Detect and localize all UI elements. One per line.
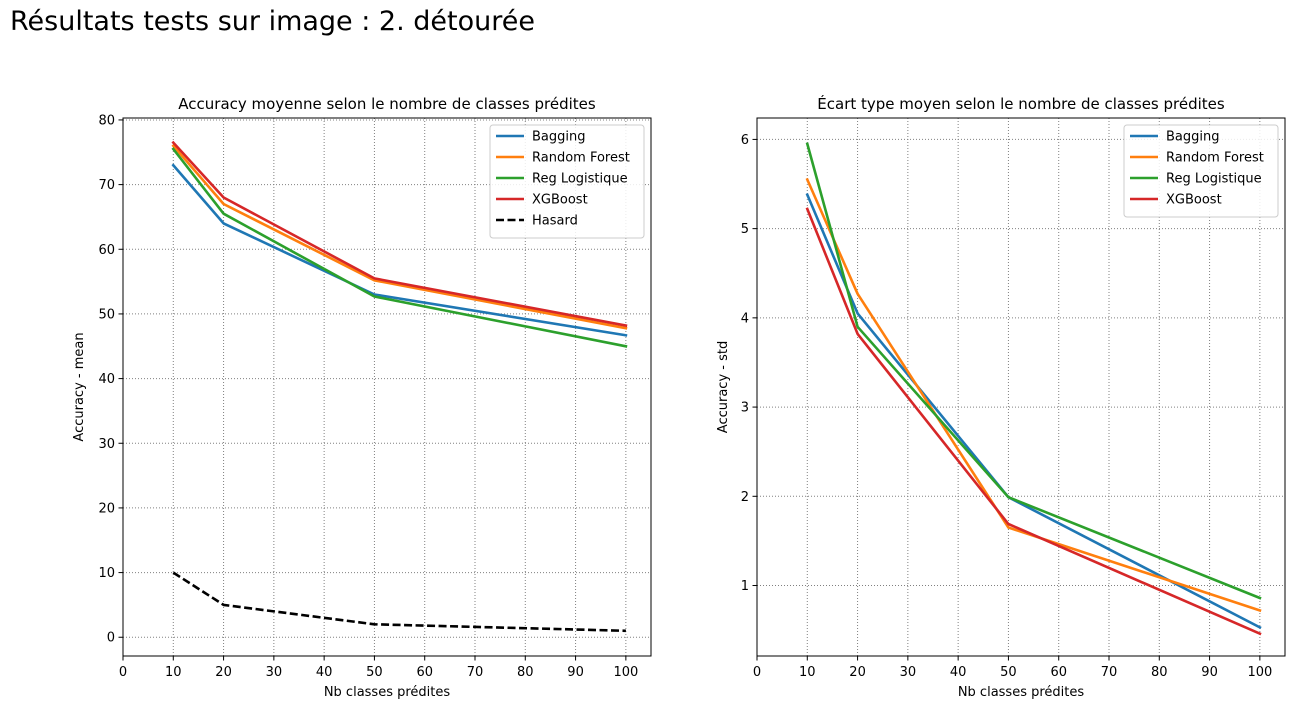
- y-axis-label: Accuracy - std: [716, 341, 731, 433]
- plot-frame: [122, 117, 652, 657]
- x-tick-label: 20: [849, 665, 866, 680]
- plot-frame: [756, 117, 1286, 657]
- x-tick-label: 70: [1101, 665, 1118, 680]
- series-line-xgboost: [805, 207, 1262, 636]
- x-tick-label: 30: [266, 665, 283, 680]
- x-tick-label: 80: [517, 665, 534, 680]
- legend-frame: [489, 124, 645, 239]
- x-tick-label: 60: [416, 665, 433, 680]
- series-line-reg-logistique: [171, 147, 628, 348]
- figure-title: Résultats tests sur image : 2. détourée: [10, 6, 535, 37]
- chart-accuracy-mean: Accuracy moyenne selon le nombre de clas…: [72, 95, 652, 700]
- legend-label-reg-logistique: Reg Logistique: [532, 172, 628, 187]
- x-tick-label: 50: [1000, 665, 1017, 680]
- legend-label-random-forest: Random Forest: [1166, 151, 1264, 166]
- y-tick-label: 3: [741, 401, 749, 416]
- y-tick-label: 5: [741, 222, 749, 237]
- x-tick-label: 0: [753, 665, 761, 680]
- x-tick-label: 0: [119, 665, 127, 680]
- x-tick-label: 50: [366, 665, 383, 680]
- x-tick-label: 100: [1247, 665, 1272, 680]
- legend-frame: [1123, 124, 1279, 218]
- legend-label-bagging: Bagging: [1166, 130, 1220, 145]
- x-tick-label: 40: [316, 665, 333, 680]
- y-tick-label: 1: [741, 579, 749, 594]
- x-tick-label: 90: [1201, 665, 1218, 680]
- chart-title: Accuracy moyenne selon le nombre de clas…: [178, 95, 596, 113]
- series-line-xgboost: [171, 140, 628, 328]
- legend: Bagging Random Forest Reg Logistique XGBoos…: [489, 124, 645, 239]
- series-line-bagging: [805, 192, 1262, 630]
- legend-label-xgboost: XGBoost: [1166, 193, 1222, 208]
- x-tick-label: 90: [567, 665, 584, 680]
- x-tick-label: 70: [467, 665, 484, 680]
- x-tick-label: 40: [950, 665, 967, 680]
- series-line-reg-logistique: [805, 142, 1262, 600]
- x-tick-label: 60: [1050, 665, 1067, 680]
- y-tick-label: 4: [741, 311, 749, 326]
- x-tick-label: 100: [613, 665, 638, 680]
- legend-label-xgboost: XGBoost: [532, 193, 588, 208]
- legend-label-random-forest: Random Forest: [532, 151, 630, 166]
- series-line-bagging: [171, 163, 628, 337]
- y-tick-label: 40: [98, 372, 115, 387]
- legend: Bagging Random Forest Reg Logistique XGBoos…: [1123, 124, 1279, 218]
- x-tick-label: 10: [165, 665, 182, 680]
- x-axis-label: Nb classes prédites: [958, 685, 1085, 700]
- y-tick-label: 60: [98, 243, 115, 258]
- x-axis-label: Nb classes prédites: [324, 685, 451, 700]
- series-line-random-forest: [805, 177, 1262, 613]
- x-tick-label: 20: [215, 665, 232, 680]
- y-tick-label: 2: [741, 490, 749, 505]
- x-tick-label: 30: [900, 665, 917, 680]
- chart-title: Écart type moyen selon le nombre de clas…: [817, 94, 1225, 113]
- series-line-hasard: [172, 571, 626, 633]
- x-tick-label: 80: [1151, 665, 1168, 680]
- legend-label-reg-logistique: Reg Logistique: [1166, 172, 1262, 187]
- y-tick-label: 0: [107, 631, 115, 646]
- y-tick-label: 80: [98, 113, 115, 128]
- y-tick-label: 10: [98, 566, 115, 581]
- legend-label-bagging: Bagging: [532, 130, 586, 145]
- chart-accuracy-std: Écart type moyen selon le nombre de clas…: [716, 94, 1286, 700]
- y-tick-label: 50: [98, 307, 115, 322]
- y-tick-label: 6: [741, 133, 749, 148]
- series-line-random-forest: [171, 143, 628, 330]
- legend-label-hasard: Hasard: [532, 214, 578, 229]
- y-tick-label: 30: [98, 437, 115, 452]
- y-tick-label: 20: [98, 501, 115, 516]
- x-tick-label: 10: [799, 665, 816, 680]
- y-axis-label: Accuracy - mean: [72, 332, 87, 441]
- y-tick-label: 70: [98, 178, 115, 193]
